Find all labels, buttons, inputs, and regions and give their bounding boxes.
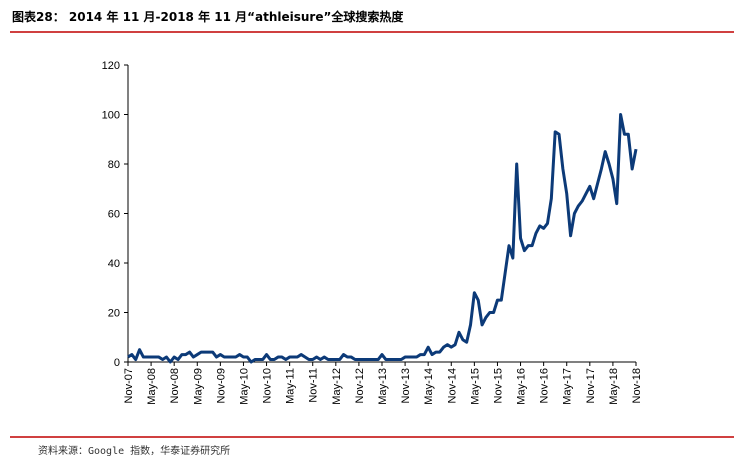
x-tick-label: Nov-17 [585,368,597,403]
series-line [127,113,638,364]
x-tick-label: Nov-13 [400,368,412,403]
y-tick-label: 120 [102,60,120,72]
x-tick-label: May-15 [469,368,481,405]
x-tick-label: Nov-14 [446,368,458,403]
y-tick-label: 40 [108,258,120,270]
source-note: 资料来源：Google 指数，华泰证券研究所 [38,444,230,457]
y-tick-label: 20 [108,308,120,320]
x-tick-label: Nov-11 [308,368,320,403]
x-tick-label: Nov-12 [354,368,366,403]
y-tick-label: 80 [108,159,120,171]
x-tick-label: Nov-18 [631,368,643,403]
x-tick-label: May-18 [608,368,620,405]
x-tick-label: May-09 [192,368,204,405]
x-tick-label: May-08 [146,368,158,405]
x-tick-label: May-17 [562,368,574,405]
x-tick-label: Nov-09 [215,368,227,403]
x-tick-label: Nov-08 [169,368,181,403]
x-tick-label: Nov-07 [123,368,135,403]
x-tick-label: May-12 [331,368,343,405]
x-tick-label: May-16 [516,368,528,405]
y-tick-label: 100 [102,110,120,122]
chart-title: 图表28： 2014 年 11 月-2018 年 11 月“athleisure… [12,9,404,24]
x-tick-label: May-14 [423,368,435,405]
x-tick-label: May-10 [238,368,250,405]
x-tick-label: Nov-16 [539,368,551,403]
x-tick-label: Nov-15 [492,368,504,403]
x-tick-label: Nov-10 [262,368,274,403]
y-tick-label: 0 [114,357,120,369]
x-tick-label: May-13 [377,368,389,405]
y-tick-label: 60 [108,209,120,221]
x-tick-label: May-11 [285,368,297,404]
